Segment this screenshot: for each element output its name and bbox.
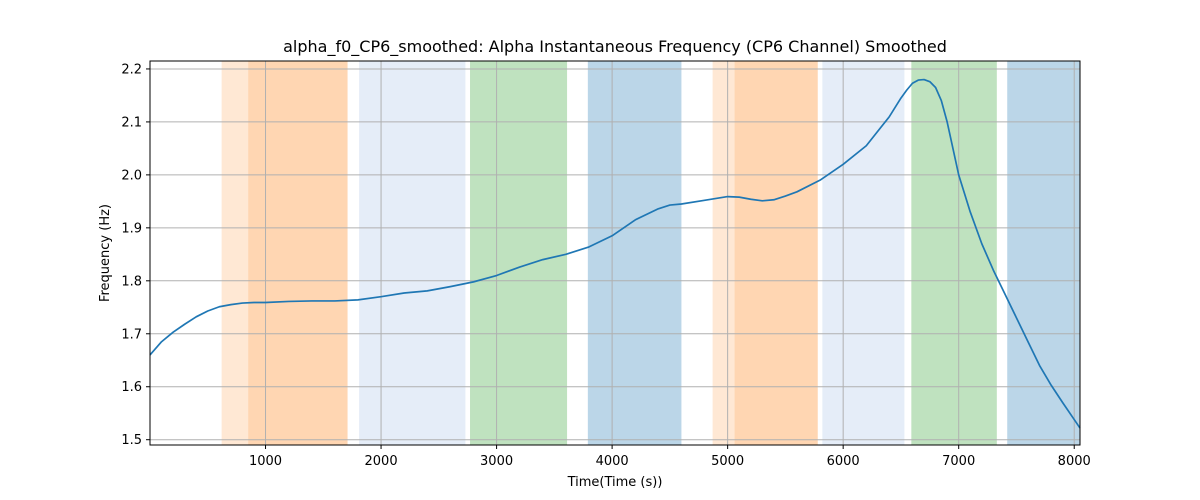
x-tick-label: 2000 <box>365 454 398 469</box>
x-axis-label: Time(Time (s)) <box>567 475 663 490</box>
shaded-region <box>1007 61 1080 445</box>
y-axis-ticks: 1.5 1.6 1.7 1.8 1.9 2.0 2.1 2.2 <box>121 62 150 448</box>
shaded-region <box>587 61 682 445</box>
x-tick-label: 5000 <box>711 454 744 469</box>
shaded-region <box>822 61 905 445</box>
grid <box>150 61 1080 445</box>
plot-frame <box>149 60 1081 446</box>
y-tick-label: 1.5 <box>121 433 142 448</box>
shaded-region <box>470 61 568 445</box>
shaded-region <box>248 61 348 445</box>
x-tick-label: 3000 <box>480 454 513 469</box>
y-tick-label: 1.9 <box>121 221 142 236</box>
y-tick-label: 2.2 <box>121 62 142 77</box>
y-axis-label: Frequency (Hz) <box>98 204 113 302</box>
x-tick-label: 1000 <box>249 454 282 469</box>
shaded-region <box>734 61 818 445</box>
x-axis-ticks: 1000 2000 3000 4000 5000 6000 7000 8000 <box>249 445 1091 469</box>
series-layer <box>149 78 1081 429</box>
y-tick-label: 1.7 <box>121 327 142 342</box>
chart-title: alpha_f0_CP6_smoothed: Alpha Instantaneo… <box>283 37 947 57</box>
x-tick-label: 6000 <box>827 454 860 469</box>
shaded-region <box>712 61 735 445</box>
series-line <box>149 78 1081 429</box>
x-tick-label: 7000 <box>942 454 975 469</box>
y-tick-label: 1.8 <box>121 274 142 289</box>
x-tick-label: 8000 <box>1058 454 1091 469</box>
y-tick-label: 2.0 <box>121 168 142 183</box>
shaded-regions <box>221 61 1080 445</box>
y-tick-label: 2.1 <box>121 115 142 130</box>
y-tick-label: 1.6 <box>121 380 142 395</box>
shaded-region <box>911 61 997 445</box>
shaded-region <box>359 61 466 445</box>
shaded-region <box>221 61 249 445</box>
x-tick-label: 4000 <box>596 454 629 469</box>
